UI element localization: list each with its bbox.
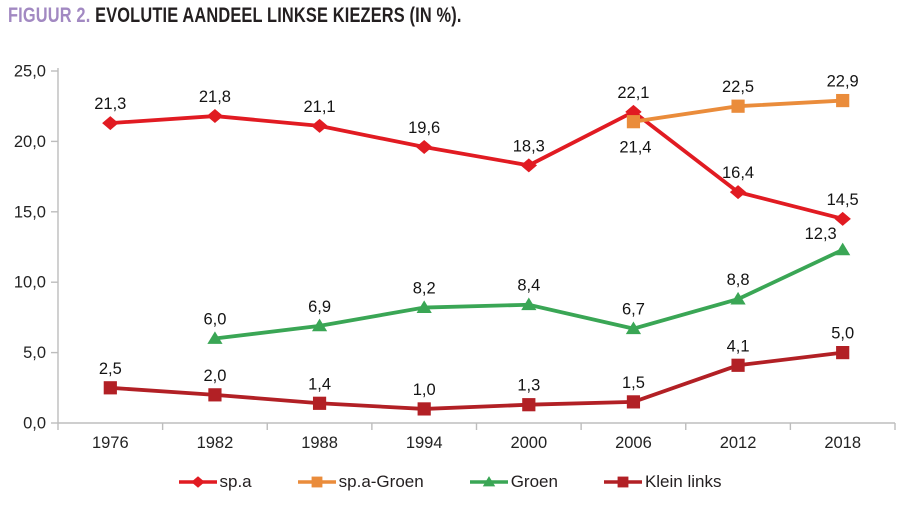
- svg-text:2000: 2000: [510, 434, 547, 452]
- svg-text:8,4: 8,4: [517, 277, 540, 295]
- series-line-klein-links: [110, 350, 843, 411]
- svg-text:21,4: 21,4: [619, 139, 651, 157]
- svg-text:21,8: 21,8: [199, 88, 231, 106]
- svg-text:1,4: 1,4: [308, 375, 331, 393]
- svg-text:12,3: 12,3: [805, 225, 837, 243]
- series-line-sp-a: [110, 109, 844, 221]
- svg-text:25,0: 25,0: [14, 63, 46, 81]
- legend-item-sp-a-groen: sp.a-Groen: [297, 472, 424, 492]
- svg-text:21,1: 21,1: [304, 98, 336, 116]
- legend-square-icon: [603, 476, 642, 488]
- figure-title-text: EVOLUTIE AANDEEL LINKSE KIEZERS (IN %).: [90, 4, 462, 27]
- legend-item-groen: Groen: [469, 472, 558, 492]
- svg-text:16,4: 16,4: [722, 164, 754, 182]
- svg-text:1,5: 1,5: [622, 374, 645, 392]
- legend-diamond-icon: [178, 476, 217, 488]
- svg-text:5,0: 5,0: [23, 344, 46, 362]
- legend-square-icon: [297, 476, 336, 488]
- legend-triangle-icon: [469, 476, 508, 487]
- legend-item-sp-a: sp.a: [178, 472, 252, 492]
- svg-text:2018: 2018: [824, 434, 861, 452]
- svg-text:10,0: 10,0: [14, 274, 46, 292]
- svg-text:15,0: 15,0: [14, 203, 46, 221]
- legend-label-sp-a-groen: sp.a-Groen: [338, 472, 424, 491]
- svg-text:22,9: 22,9: [827, 73, 859, 91]
- svg-text:18,3: 18,3: [513, 137, 545, 155]
- svg-text:5,0: 5,0: [831, 325, 854, 343]
- svg-text:4,1: 4,1: [727, 337, 750, 355]
- svg-text:2,5: 2,5: [99, 360, 122, 378]
- legend-label-sp-a: sp.a: [219, 472, 252, 491]
- svg-text:21,3: 21,3: [94, 95, 126, 113]
- svg-text:2006: 2006: [615, 434, 652, 452]
- svg-text:0,0: 0,0: [23, 415, 46, 433]
- svg-text:2,0: 2,0: [203, 367, 226, 385]
- svg-text:19,6: 19,6: [408, 119, 440, 137]
- svg-text:6,9: 6,9: [308, 298, 331, 316]
- line-chart: 0,0 5,0 10,0 15,0 20,0 25,0 1976 1982 1988 1994 20…: [14, 63, 896, 452]
- axes: [51, 68, 896, 430]
- svg-text:14,5: 14,5: [827, 191, 859, 209]
- svg-text:8,2: 8,2: [413, 280, 436, 298]
- x-axis-labels: 1976 1982 1988 1994 2000 2006 2012 2018: [92, 434, 861, 452]
- svg-text:1994: 1994: [406, 434, 443, 452]
- svg-text:1982: 1982: [197, 434, 234, 452]
- svg-text:1976: 1976: [92, 434, 129, 452]
- svg-text:1,3: 1,3: [517, 377, 540, 395]
- svg-text:22,1: 22,1: [617, 84, 649, 102]
- chart-canvas: 0,0 5,0 10,0 15,0 20,0 25,0 1976 1982 1988 1994 20…: [14, 63, 896, 452]
- svg-text:6,7: 6,7: [622, 301, 645, 319]
- svg-text:6,0: 6,0: [203, 311, 226, 329]
- svg-text:1988: 1988: [301, 434, 338, 452]
- svg-text:20,0: 20,0: [14, 133, 46, 151]
- legend-label-groen: Groen: [510, 472, 558, 491]
- y-axis-labels: 0,0 5,0 10,0 15,0 20,0 25,0: [14, 63, 46, 433]
- data-labels: 21,3 21,8 21,1 19,6 18,3 22,1 16,4 14,5 21,4 22,5…: [94, 73, 859, 399]
- legend-item-klein-links: Klein links: [603, 472, 722, 492]
- svg-text:2012: 2012: [720, 434, 757, 452]
- svg-text:1,0: 1,0: [413, 381, 436, 399]
- svg-text:8,8: 8,8: [727, 271, 750, 289]
- figure-title: FIGUUR 2. EVOLUTIE AANDEEL LINKSE KIEZER…: [8, 4, 462, 28]
- chart-legend: sp.a sp.a-Groen Groen Klein links: [0, 464, 900, 500]
- svg-text:22,5: 22,5: [722, 78, 754, 96]
- legend-label-klein-links: Klein links: [644, 472, 722, 491]
- figure-number: FIGUUR 2.: [8, 4, 91, 27]
